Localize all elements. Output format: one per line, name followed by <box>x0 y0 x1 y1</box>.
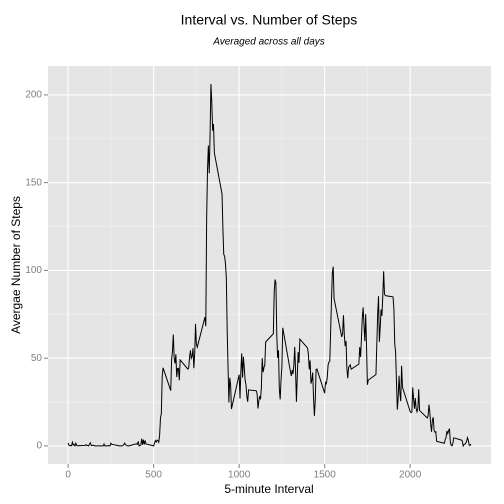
chart-title: Interval vs. Number of Steps <box>181 12 358 28</box>
chart-subtitle: Averaged across all days <box>212 37 325 48</box>
y-tick-label: 0 <box>36 441 42 452</box>
panel <box>48 66 491 464</box>
line <box>67 84 472 448</box>
y-axis-label: Avergae Number of Steps <box>9 196 23 334</box>
y-tick-label: 50 <box>31 353 43 364</box>
x-tick-label: 1000 <box>228 470 251 481</box>
x-tick-label: 2000 <box>399 470 422 481</box>
x-tick-label: 0 <box>65 470 71 481</box>
x-tick-label: 500 <box>145 470 162 481</box>
y-tick-label: 150 <box>25 177 42 188</box>
y-tick-label: 100 <box>25 265 42 276</box>
y-tick-label: 200 <box>25 90 42 101</box>
x-tick-label: 1500 <box>314 470 337 481</box>
x-axis-label: 5-minute Interval <box>224 482 313 496</box>
